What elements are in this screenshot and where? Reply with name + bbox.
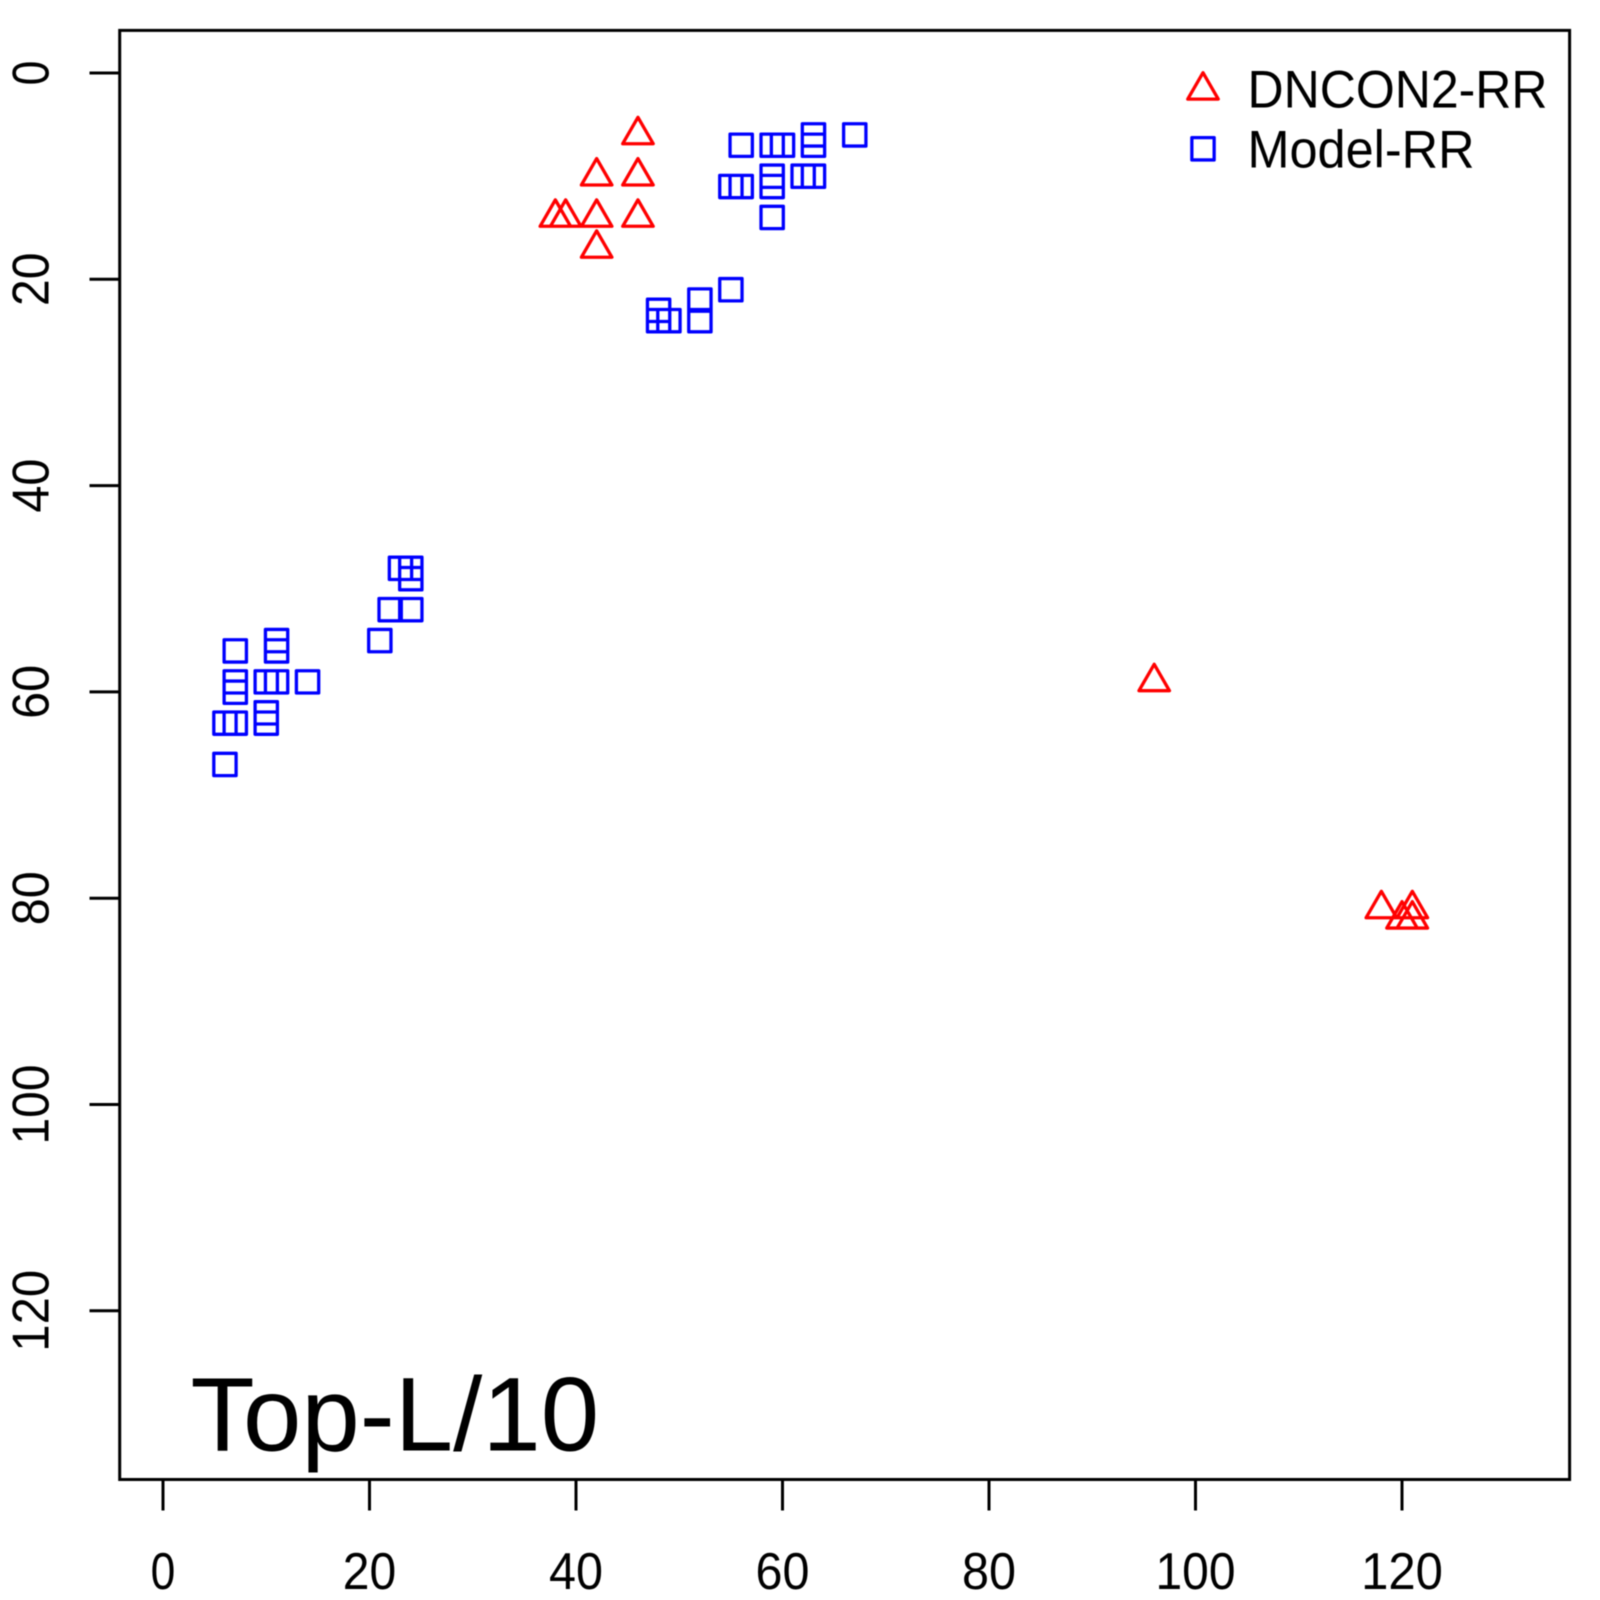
svg-text:Model-RR: Model-RR [1248,121,1475,180]
svg-text:Top-L/10: Top-L/10 [191,1357,600,1474]
svg-text:40: 40 [2,459,60,513]
svg-text:20: 20 [343,1542,396,1600]
svg-text:60: 60 [2,665,60,719]
svg-text:0: 0 [2,61,60,86]
svg-text:60: 60 [756,1542,810,1600]
svg-text:120: 120 [1361,1542,1443,1600]
svg-text:0: 0 [151,1542,176,1600]
svg-text:120: 120 [2,1270,60,1352]
svg-text:40: 40 [549,1542,603,1600]
svg-text:DNCON2-RR: DNCON2-RR [1248,60,1548,119]
svg-text:100: 100 [2,1065,60,1145]
svg-text:20: 20 [2,253,60,306]
svg-text:80: 80 [2,871,60,925]
svg-text:100: 100 [1156,1542,1236,1600]
svg-text:80: 80 [962,1542,1016,1600]
